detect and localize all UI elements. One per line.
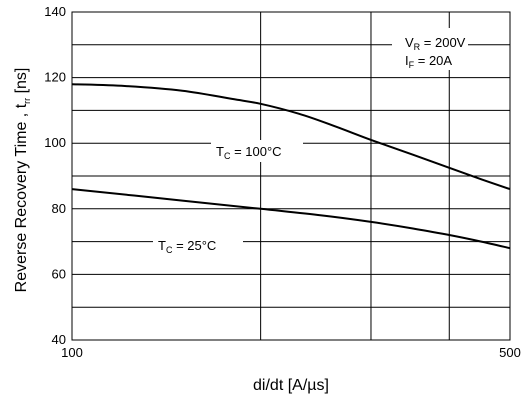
curve-tc-25c: [71, 188, 511, 250]
series-layer: [71, 83, 511, 250]
series-label-100c-text: TC = 100°C: [216, 144, 282, 161]
y-tick-label: 100: [44, 135, 66, 150]
y-tick-label: 60: [52, 266, 66, 281]
tick-labels: 40 60 80 100 120 140 100 500: [44, 4, 521, 360]
y-tick-label: 140: [44, 4, 66, 19]
y-axis-title: Reverse Recovery Time , trr [ns]: [13, 68, 32, 293]
y-tick-label: 120: [44, 70, 66, 85]
y-tick-label: 80: [52, 201, 66, 216]
x-tick-label: 100: [61, 345, 83, 360]
series-label-25c: TC = 25°C: [153, 234, 243, 256]
curve-tc-100c: [71, 83, 511, 191]
y-axis-title-sub: rr: [22, 98, 32, 104]
y-tick-label: 40: [52, 332, 66, 347]
series-label-25c-background: [153, 234, 243, 256]
series-label-25c-text: TC = 25°C: [158, 238, 216, 255]
x-axis-title: di/dt [A/µs]: [253, 377, 329, 394]
plot-frame: [71, 11, 511, 341]
series-label-100c: TC = 100°C: [211, 140, 303, 162]
condition-if: IF = 20A: [405, 53, 452, 70]
series-label-100c-background: [211, 140, 303, 162]
conditions-background: [392, 28, 468, 70]
conditions-annotation: VR = 200V IF = 20A: [392, 28, 468, 70]
x-tick-label: 500: [499, 345, 521, 360]
y-axis-title-unit: [ns]: [13, 68, 30, 98]
y-axis-title-main: Reverse Recovery Time , t: [13, 103, 30, 292]
condition-vr: VR = 200V: [405, 35, 466, 52]
